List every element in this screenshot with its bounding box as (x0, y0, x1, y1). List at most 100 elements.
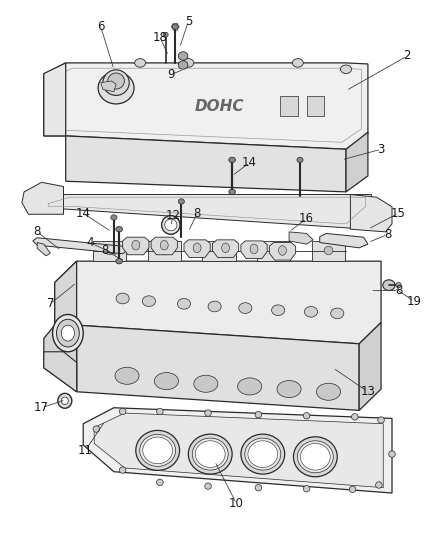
Ellipse shape (178, 199, 184, 204)
Polygon shape (312, 241, 345, 261)
Ellipse shape (293, 437, 337, 477)
Ellipse shape (383, 280, 395, 290)
Polygon shape (346, 132, 368, 192)
Ellipse shape (132, 240, 140, 250)
Ellipse shape (303, 413, 310, 419)
Ellipse shape (389, 451, 395, 457)
Polygon shape (93, 241, 126, 261)
Ellipse shape (116, 259, 123, 264)
Text: 12: 12 (166, 209, 180, 222)
Ellipse shape (177, 298, 191, 309)
Ellipse shape (245, 438, 281, 470)
Polygon shape (83, 408, 392, 493)
Ellipse shape (119, 408, 126, 415)
Text: 8: 8 (194, 207, 201, 220)
Ellipse shape (105, 246, 114, 255)
Ellipse shape (248, 441, 278, 467)
Ellipse shape (108, 73, 124, 89)
Ellipse shape (396, 282, 401, 288)
Ellipse shape (188, 434, 232, 474)
Text: 8: 8 (384, 228, 391, 241)
Ellipse shape (293, 59, 304, 67)
Polygon shape (212, 240, 239, 257)
Text: 9: 9 (167, 68, 175, 81)
Polygon shape (94, 413, 383, 488)
Ellipse shape (154, 373, 178, 390)
Polygon shape (269, 243, 296, 260)
Ellipse shape (58, 393, 72, 408)
Polygon shape (37, 243, 50, 256)
Ellipse shape (136, 431, 180, 471)
Ellipse shape (165, 219, 177, 231)
Ellipse shape (57, 319, 79, 347)
Polygon shape (22, 182, 64, 214)
Text: 15: 15 (391, 207, 406, 220)
Ellipse shape (331, 308, 344, 319)
Text: 8: 8 (34, 225, 41, 238)
Polygon shape (123, 237, 149, 255)
Ellipse shape (98, 72, 134, 104)
Polygon shape (101, 81, 116, 92)
Ellipse shape (350, 486, 356, 492)
Ellipse shape (297, 441, 333, 473)
Polygon shape (44, 63, 66, 136)
Polygon shape (66, 136, 346, 192)
Polygon shape (184, 240, 210, 257)
Ellipse shape (162, 216, 180, 235)
Text: 4: 4 (86, 236, 94, 249)
Polygon shape (289, 232, 313, 244)
Ellipse shape (229, 157, 236, 163)
Polygon shape (77, 325, 359, 410)
Ellipse shape (157, 408, 163, 415)
Ellipse shape (140, 434, 176, 466)
Polygon shape (202, 241, 236, 261)
Ellipse shape (324, 246, 333, 255)
Ellipse shape (375, 482, 382, 488)
Ellipse shape (229, 189, 236, 195)
Text: 8: 8 (102, 244, 109, 257)
Ellipse shape (61, 325, 74, 341)
Text: 14: 14 (242, 156, 257, 169)
Ellipse shape (183, 59, 194, 67)
Ellipse shape (53, 314, 83, 352)
Polygon shape (241, 241, 267, 259)
Ellipse shape (111, 215, 117, 220)
Ellipse shape (160, 240, 168, 250)
Ellipse shape (316, 383, 341, 400)
Ellipse shape (237, 378, 261, 395)
Ellipse shape (297, 157, 303, 163)
Polygon shape (148, 241, 181, 261)
Text: 10: 10 (229, 497, 244, 510)
Polygon shape (55, 261, 77, 325)
Ellipse shape (157, 479, 163, 486)
Polygon shape (280, 96, 298, 116)
Ellipse shape (205, 483, 211, 489)
Polygon shape (42, 195, 371, 228)
Ellipse shape (143, 437, 173, 464)
Text: 11: 11 (78, 444, 93, 457)
Text: 14: 14 (76, 207, 91, 220)
Ellipse shape (172, 24, 178, 29)
Ellipse shape (115, 367, 139, 384)
Polygon shape (151, 237, 177, 255)
Ellipse shape (277, 381, 301, 398)
Ellipse shape (239, 303, 252, 313)
Text: 7: 7 (46, 297, 54, 310)
Ellipse shape (116, 293, 129, 304)
Polygon shape (320, 233, 368, 248)
Ellipse shape (255, 411, 261, 418)
Ellipse shape (193, 243, 201, 253)
Ellipse shape (303, 486, 310, 492)
Ellipse shape (195, 441, 225, 467)
Ellipse shape (194, 375, 218, 392)
Ellipse shape (103, 70, 129, 95)
Text: 16: 16 (299, 212, 314, 225)
Ellipse shape (269, 246, 278, 255)
Text: 19: 19 (406, 295, 421, 308)
Ellipse shape (93, 426, 99, 432)
Text: 8: 8 (395, 284, 402, 297)
Text: 17: 17 (34, 401, 49, 414)
Text: 5: 5 (185, 15, 192, 28)
Ellipse shape (241, 434, 285, 474)
Polygon shape (359, 322, 381, 410)
